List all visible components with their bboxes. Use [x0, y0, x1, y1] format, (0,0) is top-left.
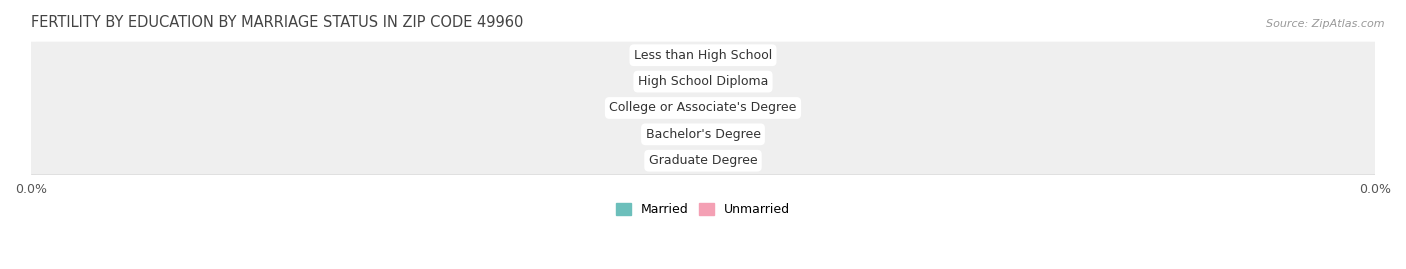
Text: 0.0%: 0.0%: [714, 50, 745, 60]
FancyBboxPatch shape: [702, 100, 759, 116]
FancyBboxPatch shape: [28, 147, 1378, 174]
Text: Less than High School: Less than High School: [634, 49, 772, 62]
Text: 0.0%: 0.0%: [661, 156, 692, 166]
Text: Bachelor's Degree: Bachelor's Degree: [645, 128, 761, 141]
FancyBboxPatch shape: [647, 47, 704, 64]
FancyBboxPatch shape: [647, 152, 704, 169]
FancyBboxPatch shape: [28, 121, 1378, 148]
Text: 0.0%: 0.0%: [714, 103, 745, 113]
Text: 0.0%: 0.0%: [661, 77, 692, 87]
Text: High School Diploma: High School Diploma: [638, 75, 768, 88]
FancyBboxPatch shape: [28, 94, 1378, 122]
FancyBboxPatch shape: [647, 73, 704, 90]
Text: Source: ZipAtlas.com: Source: ZipAtlas.com: [1267, 19, 1385, 29]
Legend: Married, Unmarried: Married, Unmarried: [616, 203, 790, 216]
Text: 0.0%: 0.0%: [714, 129, 745, 139]
Text: 0.0%: 0.0%: [714, 77, 745, 87]
FancyBboxPatch shape: [702, 73, 759, 90]
FancyBboxPatch shape: [702, 47, 759, 64]
Text: 0.0%: 0.0%: [661, 103, 692, 113]
FancyBboxPatch shape: [702, 152, 759, 169]
FancyBboxPatch shape: [28, 42, 1378, 69]
Text: Graduate Degree: Graduate Degree: [648, 154, 758, 167]
Text: College or Associate's Degree: College or Associate's Degree: [609, 101, 797, 115]
Text: 0.0%: 0.0%: [661, 50, 692, 60]
FancyBboxPatch shape: [647, 100, 704, 116]
Text: 0.0%: 0.0%: [661, 129, 692, 139]
FancyBboxPatch shape: [702, 126, 759, 143]
Text: FERTILITY BY EDUCATION BY MARRIAGE STATUS IN ZIP CODE 49960: FERTILITY BY EDUCATION BY MARRIAGE STATU…: [31, 15, 523, 30]
FancyBboxPatch shape: [647, 126, 704, 143]
FancyBboxPatch shape: [28, 68, 1378, 95]
Text: 0.0%: 0.0%: [714, 156, 745, 166]
